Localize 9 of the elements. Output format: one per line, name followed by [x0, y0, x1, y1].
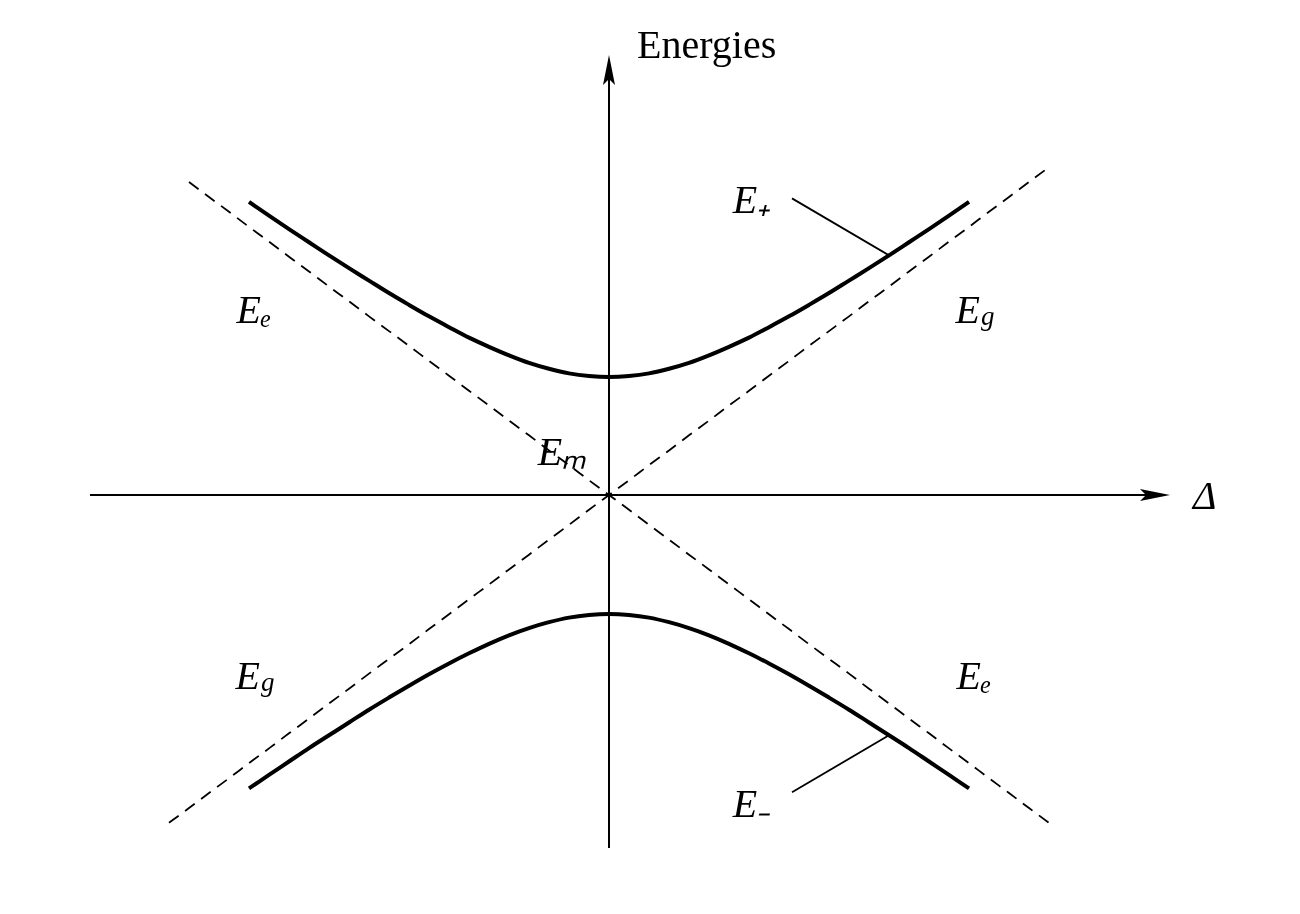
text: Eₑ [956, 653, 992, 699]
series-label: Eₑ [235, 286, 272, 332]
y-axis-title: Energies [637, 22, 777, 67]
series-label: Eg [234, 653, 275, 699]
annotation: Eₘ [536, 429, 587, 474]
text: Eg [955, 286, 995, 332]
x-axis-title: Δ [1191, 473, 1217, 518]
text: E₋ [731, 781, 772, 827]
legend-label: E₊ [731, 177, 772, 223]
